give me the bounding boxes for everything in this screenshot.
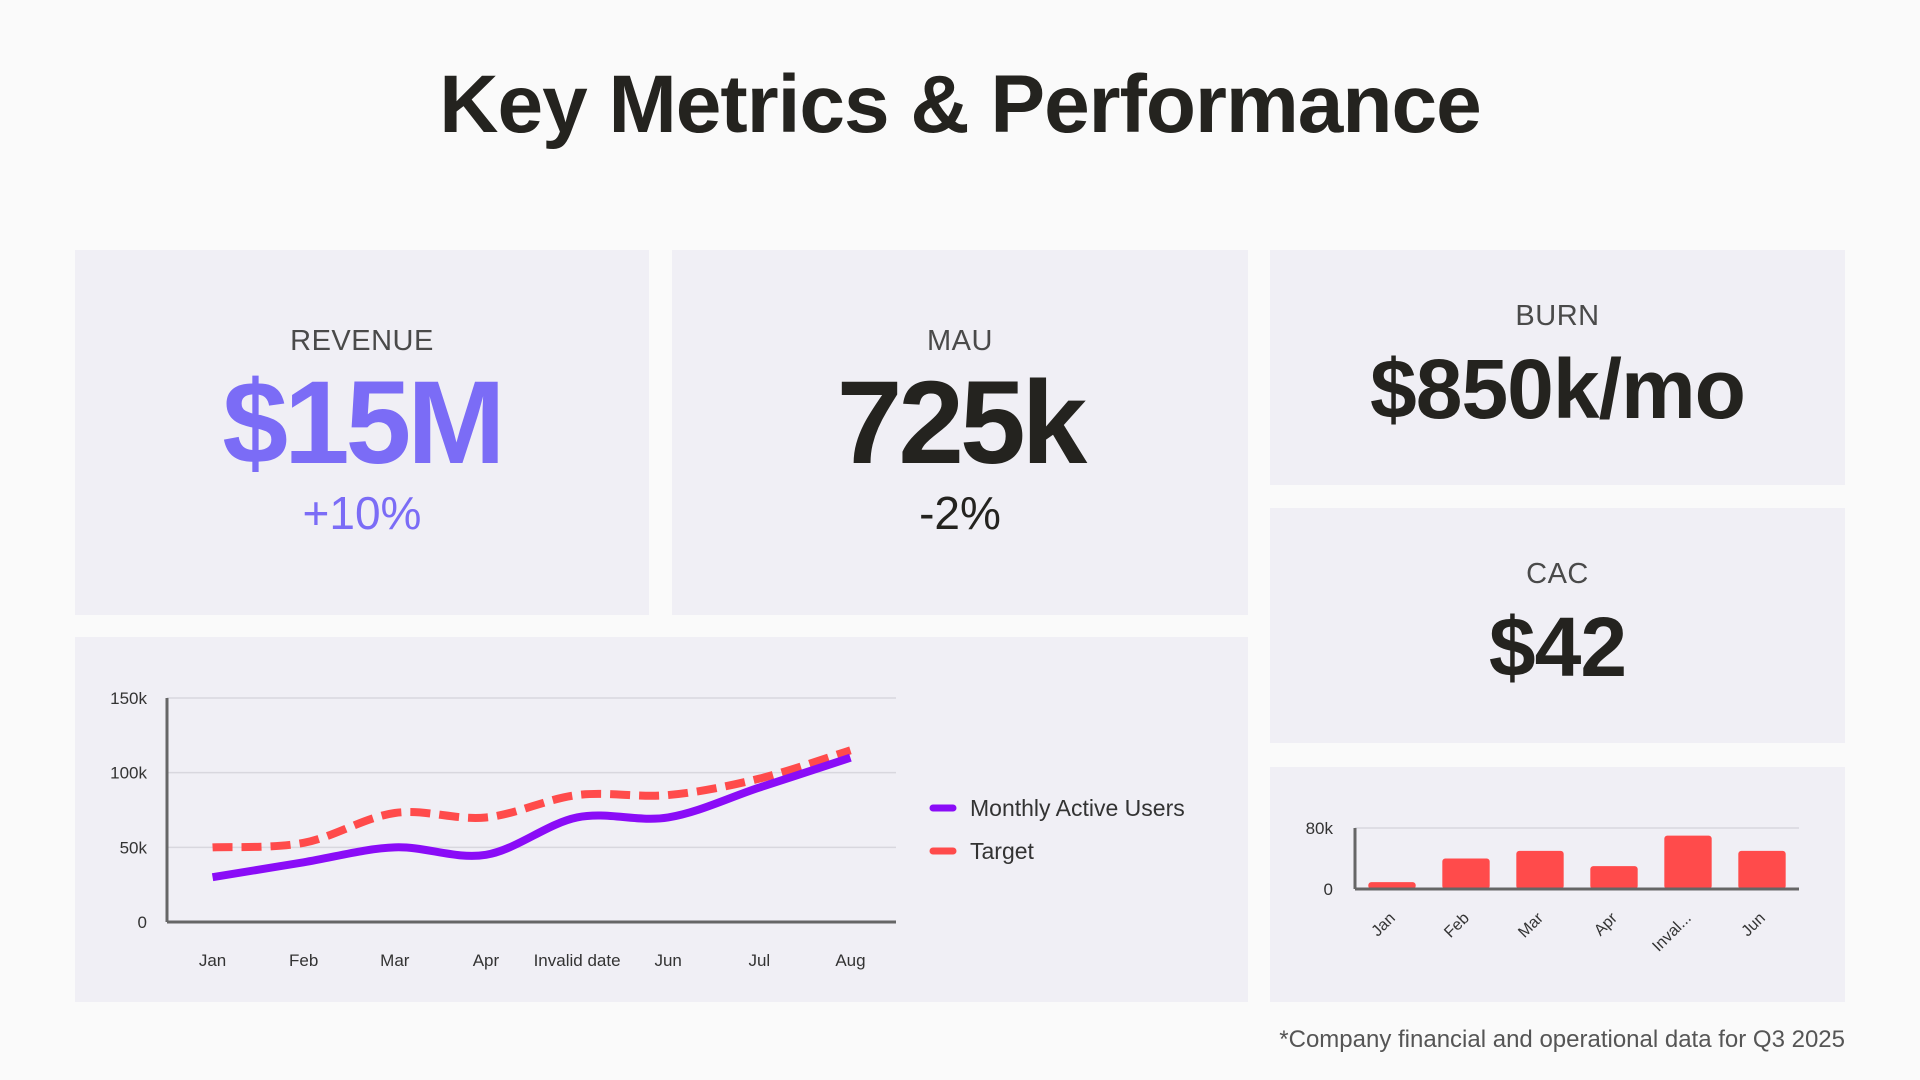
cac-label: CAC bbox=[1526, 557, 1589, 590]
x-tick-label: Jun bbox=[1739, 910, 1769, 940]
y-tick-label: 50k bbox=[120, 838, 148, 857]
revenue-card: REVENUE $15M +10% bbox=[75, 250, 649, 615]
footnote: *Company financial and operational data … bbox=[1279, 1026, 1845, 1053]
x-tick-label: Feb bbox=[289, 951, 318, 970]
y-tick-label: 150k bbox=[110, 689, 147, 708]
x-tick-label: Jun bbox=[654, 951, 681, 970]
mau-card: MAU 725k -2% bbox=[672, 250, 1248, 615]
x-tick-label: Apr bbox=[473, 951, 500, 970]
x-tick-label: Invalid date bbox=[534, 951, 621, 970]
legend-label: Monthly Active Users bbox=[970, 795, 1185, 821]
bar bbox=[1368, 882, 1416, 889]
bar-chart: 0 80k Jan Feb Mar Apr Inval... Jun bbox=[1306, 819, 1799, 955]
burn-value: $850k/mo bbox=[1370, 341, 1746, 436]
x-tick-label: Aug bbox=[835, 951, 865, 970]
burn-label: BURN bbox=[1515, 299, 1600, 332]
page-title: Key Metrics & Performance bbox=[439, 59, 1481, 150]
x-tick-label: Jan bbox=[1369, 910, 1399, 940]
mau-value: 725k bbox=[836, 357, 1088, 490]
x-tick-label: Mar bbox=[1515, 909, 1547, 941]
line-chart: 0 50k 100k 150k Jan Feb Mar Apr Invalid date Jun J… bbox=[110, 689, 1185, 970]
burn-card: BURN $850k/mo bbox=[1270, 250, 1845, 485]
revenue-change: +10% bbox=[302, 486, 422, 539]
revenue-label: REVENUE bbox=[290, 325, 434, 358]
target-line bbox=[212, 746, 852, 852]
line-chart-card: 0 50k 100k 150k Jan Feb Mar Apr Invalid date Jun J… bbox=[75, 637, 1248, 1002]
mau-change: -2% bbox=[919, 486, 1001, 539]
y-tick-label: 100k bbox=[110, 764, 147, 783]
y-tick-label: 80k bbox=[1306, 819, 1334, 838]
y-tick-label: 0 bbox=[1324, 880, 1333, 899]
y-tick-label: 0 bbox=[138, 913, 147, 932]
mau-label: MAU bbox=[927, 325, 993, 358]
cac-value: $42 bbox=[1488, 599, 1627, 694]
x-tick-label: Jan bbox=[199, 951, 226, 970]
bar-chart-card: 0 80k Jan Feb Mar Apr Inval... Jun bbox=[1270, 767, 1845, 1002]
bar bbox=[1442, 858, 1490, 889]
revenue-value: $15M bbox=[222, 357, 505, 490]
cac-card: CAC $42 bbox=[1270, 508, 1845, 743]
x-tick-label: Jul bbox=[748, 951, 770, 970]
x-tick-label: Feb bbox=[1441, 910, 1473, 942]
bar bbox=[1516, 850, 1564, 889]
x-tick-label: Mar bbox=[380, 951, 410, 970]
bar bbox=[1664, 835, 1712, 889]
legend-label: Target bbox=[970, 838, 1035, 864]
x-tick-label: Apr bbox=[1591, 909, 1621, 939]
x-tick-label: Inval... bbox=[1649, 910, 1694, 955]
bar bbox=[1738, 850, 1786, 889]
bar bbox=[1590, 866, 1638, 889]
mau-line bbox=[211, 753, 852, 882]
